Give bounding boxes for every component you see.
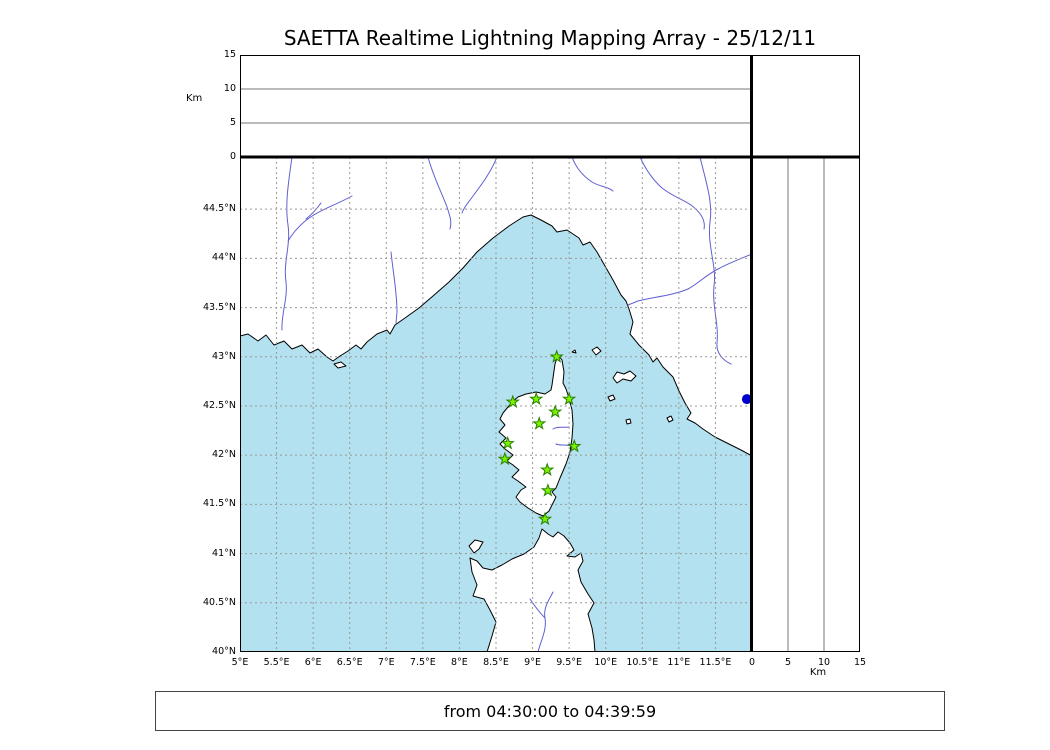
lat-tick-label: 44°N bbox=[212, 252, 236, 264]
lat-tick-label: 40°N bbox=[212, 646, 236, 657]
alt-top-tick-label: 10 bbox=[223, 83, 236, 94]
alt-top-tick-label: 0 bbox=[229, 151, 236, 162]
event-marker bbox=[741, 394, 752, 405]
alt-right-tick-label: 0 bbox=[748, 657, 756, 668]
lat-tick-label: 42°N bbox=[212, 449, 236, 461]
lon-tick-label: 11.5°E bbox=[699, 657, 732, 668]
lon-tick-label: 7.5°E bbox=[409, 657, 436, 668]
lon-tick-label: 9°E bbox=[524, 657, 541, 668]
km-axis-label-right: Km bbox=[809, 667, 827, 678]
lon-tick-label: 9.5°E bbox=[556, 657, 583, 668]
alt-right-tick-label: 5 bbox=[784, 657, 792, 668]
station-marker bbox=[561, 391, 577, 406]
figure-frame bbox=[240, 55, 860, 652]
corsica-landmass bbox=[498, 354, 574, 517]
km-axis-label-top: Km bbox=[186, 93, 203, 104]
lat-tick-label: 41°N bbox=[212, 547, 236, 559]
time-range-box: from 04:30:00 to 04:39:59 bbox=[155, 691, 945, 731]
alt-right-tick-label: 15 bbox=[853, 657, 867, 668]
station-marker bbox=[529, 391, 544, 406]
rivers bbox=[281, 157, 752, 652]
station-marker bbox=[548, 404, 563, 418]
time-range-text: from 04:30:00 to 04:39:59 bbox=[443, 701, 657, 721]
station-markers bbox=[497, 349, 582, 526]
small-islands bbox=[333, 346, 674, 554]
alt-right-tick-label: 10 bbox=[817, 657, 831, 668]
alt-top-tick-label: 15 bbox=[223, 49, 236, 60]
lat-tick-label: 43°N bbox=[212, 350, 236, 362]
lon-tick-label: 5.5°E bbox=[263, 657, 290, 668]
altitude-panel-gridlines bbox=[240, 88, 825, 652]
lon-tick-label: 8.5°E bbox=[483, 657, 509, 668]
lon-tick-label: 11°E bbox=[667, 657, 691, 668]
figure-title: SAETTA Realtime Lightning Mapping Array … bbox=[283, 26, 817, 50]
lon-tick-label: 7°E bbox=[377, 657, 395, 668]
lon-tick-label: 5°E bbox=[231, 657, 249, 668]
lat-tick-label: 44.5°N bbox=[202, 203, 236, 215]
station-marker bbox=[537, 511, 553, 526]
map-gridlines bbox=[240, 157, 752, 652]
station-marker bbox=[549, 349, 564, 363]
sardinia-landmass bbox=[469, 528, 596, 652]
lon-tick-label: 6°E bbox=[304, 657, 322, 668]
lat-tick-label: 40.5°N bbox=[202, 596, 236, 608]
lon-tick-label: 10.5°E bbox=[626, 657, 659, 668]
station-marker bbox=[540, 462, 555, 476]
station-marker bbox=[532, 416, 547, 430]
lon-tick-label: 6.5°E bbox=[336, 657, 363, 668]
station-marker bbox=[567, 438, 582, 453]
station-marker bbox=[540, 483, 556, 497]
lat-tick-label: 41.5°N bbox=[202, 498, 236, 510]
lon-tick-label: 10°E bbox=[594, 657, 618, 668]
station-marker bbox=[497, 451, 512, 466]
lon-tick-label: 8°E bbox=[451, 657, 468, 668]
lat-tick-label: 43.5°N bbox=[202, 301, 236, 313]
station-marker bbox=[505, 394, 520, 409]
alt-top-tick-label: 5 bbox=[229, 117, 236, 128]
map-geography bbox=[240, 157, 752, 652]
station-marker bbox=[500, 435, 515, 450]
lat-tick-label: 42.5°N bbox=[202, 399, 236, 411]
